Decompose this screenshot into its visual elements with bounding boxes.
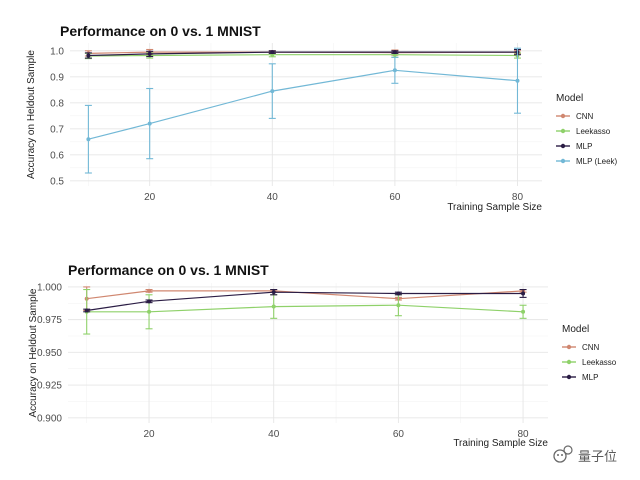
series-mlp [84,48,521,59]
data-point [147,121,152,126]
y-tick-label: 0.900 [37,413,62,424]
data-point [521,291,526,296]
legend-title: Model [556,93,583,104]
legend-marker [566,374,572,380]
chart-top: 0.5 0.6 0.7 0.8 0.9 1.0 20 40 60 80 Performance on… [26,23,618,213]
legend: Model CNN Leekasso MLP MLP (Leek) [556,93,618,166]
legend-marker [560,113,566,119]
data-point [392,50,397,55]
x-axis-title: Training Sample Size [453,438,548,449]
chart-title: Performance on 0 vs. 1 MNIST [60,23,261,39]
x-axis-title: Training Sample Size [447,202,542,213]
data-point [86,53,91,58]
y-tick-label: 1.000 [37,282,62,293]
y-tick-label: 0.5 [50,176,64,187]
series-mlp [83,288,527,313]
data-point [396,303,401,308]
y-tick-label: 0.8 [50,98,64,109]
x-tick-label: 60 [393,429,405,440]
chart-bottom: 0.900 0.925 0.950 0.975 1.000 20 40 60 80 Perform… [28,262,617,449]
legend-label: CNN [582,343,600,352]
y-tick-label: 1.0 [50,46,64,57]
legend-marker [560,128,566,134]
plot-area [70,43,542,186]
legend: Model CNN Leekasso MLP [562,324,617,382]
legend-marker [566,359,572,365]
y-axis-title: Accuracy on Heldout Sample [26,50,37,179]
legend-label: Leekasso [582,358,617,367]
data-point [270,89,275,94]
y-tick-label: 0.9 [50,72,64,83]
data-point [271,304,276,309]
legend-title: Model [562,324,589,335]
y-tick-label: 0.950 [37,348,62,359]
y-tick-label: 0.7 [50,124,64,135]
chart-title: Performance on 0 vs. 1 MNIST [68,262,269,278]
x-tick-label: 80 [518,429,530,440]
x-tick-label: 80 [512,192,524,203]
legend-label: Leekasso [576,127,611,136]
data-point [392,68,397,73]
data-point [270,50,275,55]
watermark-text: 量子位 [578,450,617,465]
y-tick-label: 0.925 [37,381,62,392]
y-axis-title: Accuracy on Heldout Sample [28,288,39,417]
x-tick-label: 40 [267,192,279,203]
y-tick-label: 0.975 [37,315,62,326]
legend-label: CNN [576,112,594,121]
data-point [521,309,526,314]
watermark-logo-icon [553,445,573,463]
data-point [147,299,152,304]
legend-label: MLP [582,373,598,382]
x-tick-label: 60 [389,192,401,203]
data-point [147,288,152,293]
watermark: 量子位 [553,445,617,465]
data-point [396,291,401,296]
data-point [515,78,520,83]
legend-marker [560,158,566,164]
data-point [147,309,152,314]
data-point [147,51,152,56]
series-mlp-leek [84,47,521,174]
plot-area [68,283,548,423]
x-tick-label: 40 [268,429,280,440]
data-point [84,308,89,313]
x-tick-label: 20 [143,429,155,440]
legend-label: MLP (Leek) [576,157,618,166]
x-tick-label: 20 [144,192,156,203]
legend-marker [560,143,566,149]
legend-label: MLP [576,142,592,151]
data-point [86,137,91,142]
legend-marker [566,344,572,350]
data-point [271,290,276,295]
y-tick-label: 0.6 [50,150,64,161]
